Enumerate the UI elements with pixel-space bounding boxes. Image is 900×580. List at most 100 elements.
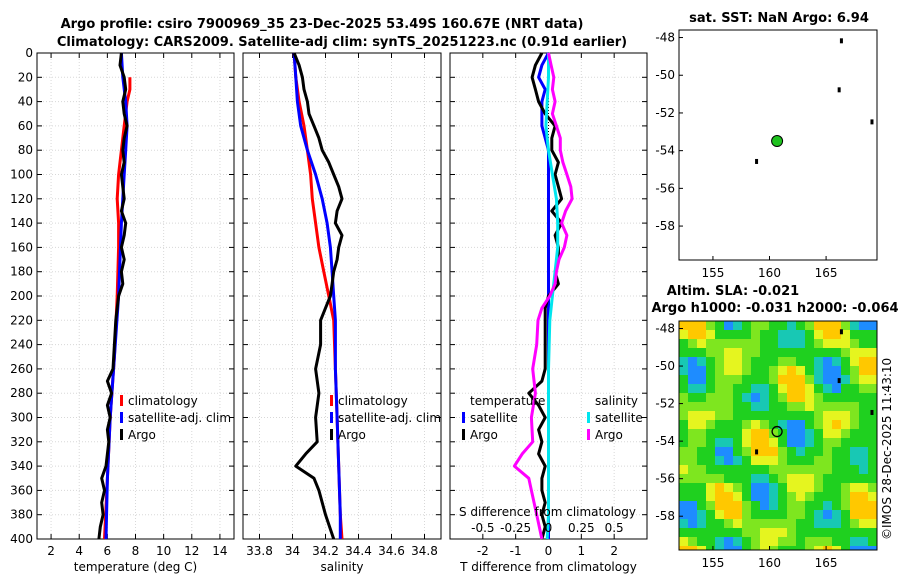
sla-cell bbox=[796, 393, 805, 402]
temp-legend-item-label: Argo bbox=[128, 428, 156, 442]
sla-cell bbox=[760, 420, 769, 429]
sla-cell bbox=[760, 429, 769, 438]
sla-cell bbox=[805, 375, 814, 384]
sla-cell bbox=[760, 528, 769, 537]
sla-cell bbox=[724, 501, 733, 510]
sla-cell bbox=[715, 357, 724, 366]
y-tick-label: 300 bbox=[10, 411, 33, 425]
sla-cell bbox=[706, 330, 715, 339]
x-tick-label: 0 bbox=[545, 544, 553, 558]
sla-cell bbox=[679, 510, 688, 519]
sal-legend-item-swatch bbox=[330, 412, 333, 423]
sla-cell bbox=[805, 483, 814, 492]
sla-cell bbox=[814, 339, 823, 348]
sla-cell bbox=[868, 375, 877, 384]
sla-cell bbox=[688, 357, 697, 366]
sla-cell bbox=[706, 465, 715, 474]
sla-cell bbox=[715, 366, 724, 375]
sla-cell bbox=[760, 366, 769, 375]
sla-cell bbox=[688, 510, 697, 519]
sla-cell bbox=[787, 357, 796, 366]
sla-cell bbox=[742, 537, 751, 546]
sla-cell bbox=[760, 402, 769, 411]
sla-cell bbox=[832, 402, 841, 411]
sla-cell bbox=[688, 330, 697, 339]
sla-cell bbox=[688, 375, 697, 384]
sla-cell bbox=[868, 429, 877, 438]
x-axis-label: T difference from climatology bbox=[459, 560, 637, 574]
island-shape bbox=[870, 409, 874, 415]
sla-cell bbox=[832, 456, 841, 465]
sla-cell bbox=[787, 384, 796, 393]
sla-cell bbox=[868, 474, 877, 483]
sla-cell bbox=[814, 366, 823, 375]
map-y-tick-label: -56 bbox=[655, 472, 675, 486]
sla-cell bbox=[787, 393, 796, 402]
sla-cell bbox=[868, 492, 877, 501]
sla-cell bbox=[850, 546, 859, 550]
sla-cell bbox=[796, 510, 805, 519]
sla-cell bbox=[859, 510, 868, 519]
sla-cell bbox=[697, 465, 706, 474]
map-y-tick-label: -58 bbox=[655, 219, 675, 233]
sla-cell bbox=[679, 348, 688, 357]
sla-cell bbox=[706, 357, 715, 366]
sla-cell bbox=[832, 429, 841, 438]
sla-cell bbox=[778, 393, 787, 402]
sla-cell bbox=[850, 321, 859, 330]
salinity-diff-tick-label: 0.5 bbox=[605, 521, 624, 535]
sla-cell bbox=[823, 456, 832, 465]
temp-legend-item-label: satellite-adj. clim bbox=[128, 411, 231, 425]
sla-cell bbox=[733, 537, 742, 546]
sla-cell bbox=[688, 447, 697, 456]
sla-cell bbox=[724, 393, 733, 402]
sla-cell bbox=[814, 330, 823, 339]
sla-cell bbox=[688, 438, 697, 447]
sla-cell bbox=[814, 429, 823, 438]
sla-cell bbox=[733, 447, 742, 456]
temp-legend-item-swatch bbox=[120, 412, 123, 423]
sla-cell bbox=[850, 510, 859, 519]
sla-cell bbox=[841, 330, 850, 339]
sla-cell bbox=[760, 465, 769, 474]
sla-cell bbox=[868, 456, 877, 465]
sla-cell bbox=[850, 411, 859, 420]
sla-cell bbox=[679, 456, 688, 465]
sla-cell bbox=[823, 528, 832, 537]
sla-cell bbox=[760, 483, 769, 492]
map-y-tick-label: -48 bbox=[655, 31, 675, 45]
sla-cell bbox=[706, 447, 715, 456]
sla-cell bbox=[742, 456, 751, 465]
diff-sal-legend-argo-swatch bbox=[587, 429, 590, 440]
diff-temp-legend-satellite-swatch bbox=[462, 412, 465, 423]
sla-cell bbox=[841, 519, 850, 528]
sla-cell bbox=[733, 456, 742, 465]
sal-legend-item-label: climatology bbox=[338, 394, 408, 408]
sla-cell bbox=[778, 528, 787, 537]
sal-argo-diff-line bbox=[512, 52, 574, 540]
sla-cell bbox=[787, 402, 796, 411]
sla-cell bbox=[751, 492, 760, 501]
sla-cell bbox=[769, 411, 778, 420]
sla-cell bbox=[778, 348, 787, 357]
sla-cell bbox=[805, 402, 814, 411]
sst-map-panel: 155 160 165 -48 -50 -52 -54 -56 -58 bbox=[655, 29, 878, 280]
sla-cell bbox=[841, 384, 850, 393]
sla-cell bbox=[742, 339, 751, 348]
sla-cell bbox=[850, 483, 859, 492]
sla-cell bbox=[823, 483, 832, 492]
sla-cell bbox=[805, 411, 814, 420]
sla-cell bbox=[796, 420, 805, 429]
sla-cell bbox=[679, 492, 688, 501]
sla-cell bbox=[733, 321, 742, 330]
sla-cell bbox=[760, 456, 769, 465]
diff-temp-legend-argo-swatch bbox=[462, 429, 465, 440]
sla-cell bbox=[805, 438, 814, 447]
sla-cell bbox=[769, 528, 778, 537]
figure-title-line2: Climatology: CARS2009. Satellite-adj cli… bbox=[57, 35, 627, 50]
sla-cell bbox=[769, 456, 778, 465]
sla-cell bbox=[778, 546, 787, 550]
sal-satellite-diff-line bbox=[544, 53, 560, 540]
sla-cell bbox=[796, 357, 805, 366]
sla-cell bbox=[742, 348, 751, 357]
